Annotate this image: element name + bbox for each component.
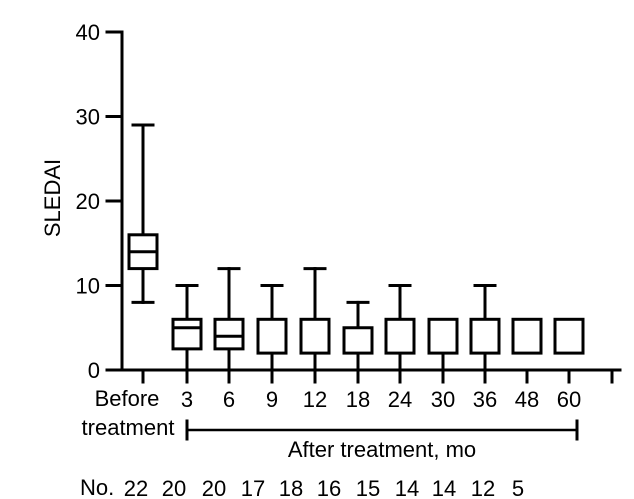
x-label-before-line2: treatment [81, 415, 175, 440]
n-value: 5 [512, 476, 524, 499]
y-tick-label: 0 [88, 358, 100, 383]
x-tick-label: 9 [266, 387, 278, 412]
n-value: 17 [241, 476, 265, 499]
x-tick-label: 30 [431, 387, 455, 412]
n-value: 15 [356, 476, 380, 499]
x-tick-label: 60 [557, 387, 581, 412]
x-tick-label: 6 [223, 387, 235, 412]
y-tick-label: 10 [76, 274, 100, 299]
iqr-box [299, 317, 331, 355]
n-row-label: No. [80, 475, 115, 499]
x-tick-label: 3 [181, 387, 193, 412]
iqr-box [342, 326, 374, 355]
y-tick-label: 30 [76, 105, 100, 130]
x-label-before-line1: Before [94, 386, 160, 411]
iqr-box [511, 317, 543, 355]
iqr-box [256, 317, 288, 355]
y-tick-label: 20 [76, 189, 100, 214]
n-value: 18 [279, 476, 303, 499]
n-value: 20 [202, 476, 226, 499]
n-value: 14 [395, 476, 419, 499]
x-tick-label: 18 [346, 387, 370, 412]
y-tick-label: 40 [76, 20, 100, 45]
x-tick-label: 36 [473, 387, 497, 412]
n-value: 22 [124, 476, 148, 499]
y-axis-title: SLEDAI [40, 158, 65, 238]
x-tick-label: 24 [388, 387, 412, 412]
n-value: 14 [432, 476, 456, 499]
iqr-box [171, 317, 203, 351]
iqr-box [384, 317, 416, 355]
iqr-box [213, 317, 245, 351]
iqr-box [469, 317, 501, 355]
n-value: 20 [162, 476, 186, 499]
x-tick-label: 12 [303, 387, 327, 412]
n-value: 16 [317, 476, 341, 499]
after-treatment-bracket-label: After treatment, mo [287, 437, 477, 462]
iqr-box [427, 317, 459, 355]
x-tick-label: 48 [515, 387, 539, 412]
n-value: 12 [471, 476, 495, 499]
iqr-box [553, 317, 585, 355]
